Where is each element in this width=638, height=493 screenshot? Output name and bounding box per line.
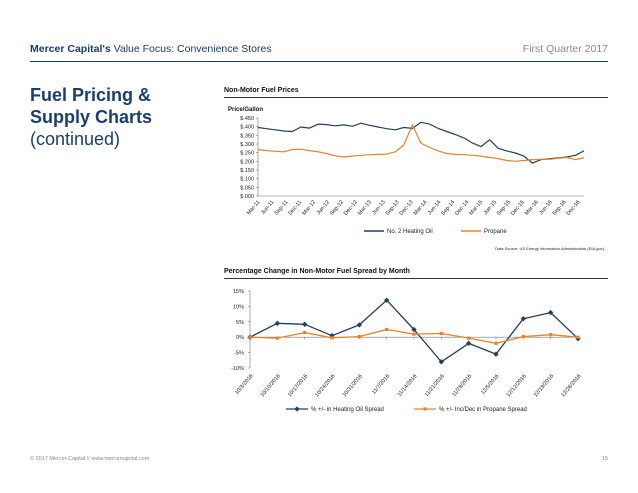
y-axis-label: Price/Gallon <box>228 107 263 113</box>
publication-header: Mercer Capital's Value Focus: Convenienc… <box>30 43 272 55</box>
propane-marker <box>275 336 279 340</box>
legend-heating-oil-label: No. 2 Heating Oil <box>387 229 433 235</box>
propane-marker <box>494 341 498 345</box>
x-tick-label: Dec-12 <box>343 199 359 216</box>
x-tick-label: Mar-13 <box>357 199 373 216</box>
x-tick-label: Sep-15 <box>496 199 512 216</box>
x-tick-label: Mar-12 <box>301 199 317 216</box>
x-tick-label: 12/19/2016 <box>533 373 555 398</box>
propane-price-line <box>257 124 585 162</box>
y-tick-label: $.250 <box>240 151 254 157</box>
x-tick-label: 12/12/2016 <box>506 373 528 398</box>
x-tick-label: Dec-11 <box>288 199 304 216</box>
y-tick-label: $.100 <box>240 177 254 183</box>
x-tick-label: Mar-14 <box>413 199 429 216</box>
data-source-note: Data Source: US Energy Information Admin… <box>495 246 605 251</box>
heating-oil-marker <box>438 359 445 365</box>
y-tick-label: $.050 <box>240 185 254 191</box>
y-tick-label: -10% <box>231 366 244 372</box>
chart1-title-rule <box>224 97 608 98</box>
x-tick-label: 10/3/2016 <box>234 373 254 396</box>
y-tick-label: 15% <box>233 289 244 295</box>
x-tick-label: 10/24/2016 <box>314 373 336 398</box>
x-tick-label: 11/28/2016 <box>451 373 473 398</box>
header-divider <box>30 61 608 62</box>
x-tick-label: 10/31/2016 <box>342 373 364 398</box>
y-tick-label: -5% <box>234 351 244 357</box>
y-tick-label: $.000 <box>240 194 254 200</box>
legend-propane-marker <box>423 407 427 411</box>
section-heading: Fuel Pricing & Supply Charts (continued) <box>30 84 195 150</box>
heating-oil-price-line <box>257 121 585 164</box>
propane-marker <box>521 334 525 339</box>
x-tick-label: Sep-16 <box>552 199 568 216</box>
propane-marker <box>549 333 553 337</box>
heating-oil-marker <box>274 320 281 327</box>
y-tick-label: $.450 <box>240 116 254 122</box>
x-tick-label: Dec-15 <box>510 199 526 216</box>
x-tick-label: Dec-16 <box>566 199 582 216</box>
x-tick-label: 12/26/2016 <box>560 373 582 398</box>
x-tick-label: 11/14/2016 <box>397 373 419 398</box>
spread-change-chart: -10% -5% 0% 5% 10% 15% 10/3/2016 10/10/2016 10/1… <box>231 289 582 413</box>
x-tick-label: Sep-11 <box>274 199 290 216</box>
x-tick-label: Mar-16 <box>524 199 540 216</box>
x-tick-label: Mar-11 <box>246 199 262 216</box>
y-tick-label: 10% <box>233 304 244 310</box>
legend-propane-label: Propane <box>484 229 507 235</box>
x-tick-label: 10/17/2016 <box>287 373 309 398</box>
y-tick-label: $.300 <box>240 142 254 148</box>
y-tick-label: $.400 <box>240 125 254 131</box>
x-tick-label: 11/21/2016 <box>424 373 446 398</box>
y-tick-label: $.350 <box>240 133 254 139</box>
x-tick-label: 12/5/2016 <box>480 373 500 396</box>
x-tick-label: 10/10/2016 <box>260 373 282 398</box>
propane-marker <box>330 336 334 340</box>
propane-marker <box>412 332 416 336</box>
legend-heating-oil-label: % +/- in Heating Oil Spread <box>311 407 384 413</box>
y-tick-label: $.150 <box>240 168 254 174</box>
chart2-title: Percentage Change in Non-Motor Fuel Spre… <box>224 268 410 275</box>
chart2-title-rule <box>224 278 608 279</box>
propane-marker <box>357 334 361 339</box>
company-name: Mercer Capital's <box>30 43 111 55</box>
propane-marker <box>303 330 307 335</box>
propane-marker <box>248 335 252 339</box>
footer-copyright: © 2017 Mercer Capital // www.mercercapit… <box>30 456 150 462</box>
page-number: 15 <box>601 456 608 462</box>
x-tick-label: 11/7/2016 <box>371 373 391 395</box>
legend-heating-oil-marker <box>294 406 300 412</box>
propane-marker <box>385 327 389 332</box>
chart1-title: Non-Motor Fuel Prices <box>224 87 299 94</box>
x-tick-label: Sep-13 <box>385 199 401 216</box>
x-tick-label: Sep-12 <box>329 199 345 216</box>
section-subtitle: (continued) <box>30 129 121 149</box>
propane-marker <box>467 336 471 340</box>
x-tick-label: Dec-13 <box>399 199 415 216</box>
period-label: First Quarter 2017 <box>522 43 608 55</box>
legend-propane-label: % +/- Inc/Dec in Propane Spread <box>439 407 527 413</box>
fuel-prices-chart: Price/Gallon $.000 $.050 $.100 $.150 $.200 $.2… <box>228 107 605 251</box>
x-tick-label: Sep-14 <box>440 199 456 216</box>
x-tick-label: Mar-15 <box>468 199 484 216</box>
propane-marker <box>576 335 580 339</box>
y-tick-label: 0% <box>236 335 244 341</box>
section-title: Fuel Pricing & Supply Charts <box>30 85 153 127</box>
propane-marker <box>439 331 443 336</box>
publication-name: Value Focus: Convenience Stores <box>113 43 272 55</box>
y-tick-label: 5% <box>236 320 244 326</box>
heating-oil-marker <box>301 321 308 327</box>
y-tick-label: $.200 <box>240 159 254 165</box>
x-tick-label: Dec-14 <box>454 199 470 216</box>
